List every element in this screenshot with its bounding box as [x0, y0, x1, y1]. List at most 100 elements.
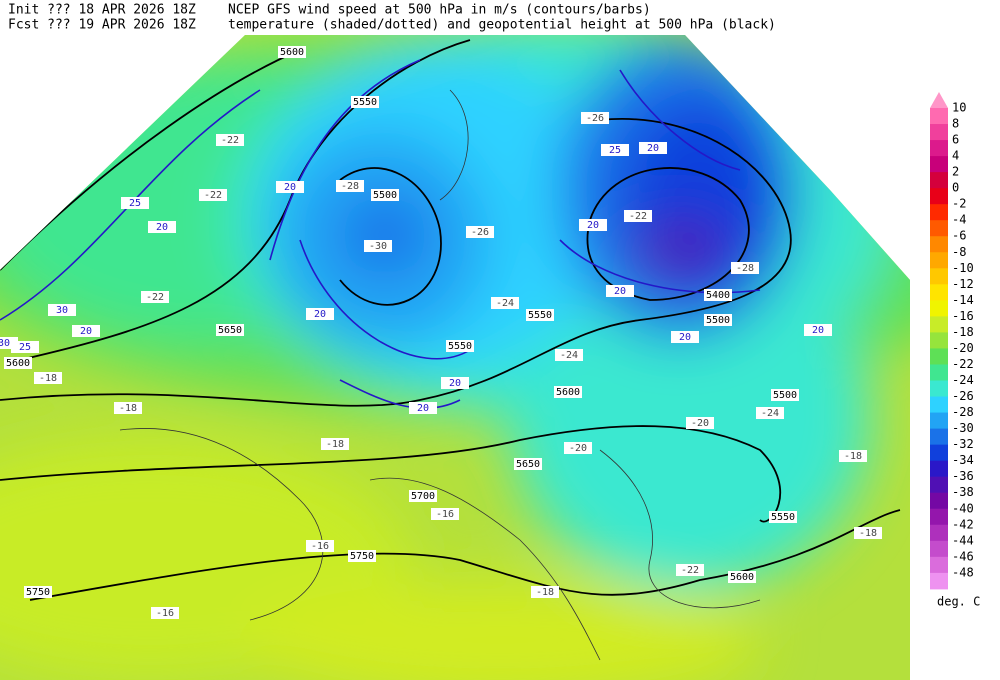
label-box	[555, 349, 583, 361]
label-box	[769, 511, 797, 523]
colorbar-unit: deg. C	[937, 595, 980, 609]
wind-label: 25	[609, 145, 621, 156]
label-box	[671, 331, 699, 343]
colorbar-box	[930, 364, 948, 382]
label-box	[771, 389, 799, 401]
label-box	[531, 586, 559, 598]
label-box	[601, 144, 629, 156]
height-label: 5600	[280, 47, 304, 58]
temperature-label: -22	[629, 211, 647, 222]
colorbar-box	[930, 508, 948, 526]
label-box	[731, 262, 759, 274]
temperature-label: -16	[156, 608, 174, 619]
temperature-label: -18	[536, 587, 554, 598]
height-label: 5650	[516, 459, 540, 470]
label-box	[4, 357, 32, 369]
height-label: 5550	[528, 310, 552, 321]
label-box	[409, 402, 437, 414]
colorbar-label: -10	[952, 261, 974, 275]
colorbar-label: -16	[952, 309, 974, 323]
fcst-line: Fcst ??? 19 APR 2026 18Z	[8, 18, 196, 33]
label-box	[114, 402, 142, 414]
colorbar-box	[930, 428, 948, 446]
label-box	[141, 291, 169, 303]
init-line: Init ??? 18 APR 2026 18Z	[8, 3, 196, 18]
label-box	[276, 181, 304, 193]
label-box	[804, 324, 832, 336]
temperature-label: -22	[681, 565, 699, 576]
label-box	[491, 297, 519, 309]
colorbar-box	[930, 316, 948, 333]
label-box	[48, 304, 76, 316]
colorbar-label: 8	[952, 117, 959, 131]
temperature-label: -28	[341, 181, 359, 192]
wind-label: 30	[0, 338, 10, 349]
colorbar-box	[930, 284, 948, 301]
temperature-label: -20	[569, 443, 587, 454]
label-box	[676, 564, 704, 576]
colorbar-box	[930, 380, 948, 398]
colorbar-label: -26	[952, 389, 974, 403]
colorbar-label: -32	[952, 437, 974, 451]
height-label: 5500	[773, 390, 797, 401]
wind-label: 20	[679, 332, 691, 343]
wind-label: 25	[19, 342, 31, 353]
label-box	[431, 508, 459, 520]
temperature-label: -16	[311, 541, 329, 552]
colorbar-box	[930, 252, 948, 269]
temperature-label: -16	[436, 509, 454, 520]
title-line: temperature (shaded/dotted) and geopoten…	[228, 18, 776, 33]
label-box	[514, 458, 542, 470]
temperature-label: -20	[691, 418, 709, 429]
label-box	[24, 586, 52, 598]
wind-label: 20	[587, 220, 599, 231]
colorbar-label: -6	[952, 229, 966, 243]
colorbar-box	[930, 476, 948, 494]
label-box	[624, 210, 652, 222]
colorbar-label: -36	[952, 469, 974, 483]
height-label: 5700	[411, 491, 435, 502]
colorbar-box	[930, 444, 948, 462]
height-label: 5650	[218, 325, 242, 336]
label-box	[72, 325, 100, 337]
colorbar-box	[930, 412, 948, 430]
colorbar-label: -24	[952, 373, 974, 387]
temperature-label: -26	[471, 227, 489, 238]
wind-label: 20	[449, 378, 461, 389]
label-box	[854, 527, 882, 539]
wind-label: 30	[56, 305, 68, 316]
colorbar-label: -30	[952, 421, 974, 435]
wind-label: 20	[314, 309, 326, 320]
colorbar-label: -38	[952, 485, 974, 499]
colorbar-label: 4	[952, 149, 959, 163]
label-box	[216, 134, 244, 146]
colorbar-label: -44	[952, 533, 974, 547]
temperature-label: -28	[736, 263, 754, 274]
colorbar-label: -28	[952, 405, 974, 419]
label-box	[409, 490, 437, 502]
wind-label: 25	[129, 198, 141, 209]
colorbar-box	[930, 172, 948, 189]
colorbar-box	[930, 268, 948, 285]
wind-label: 20	[647, 143, 659, 154]
colorbar-label: -20	[952, 341, 974, 355]
height-label: 5400	[706, 290, 730, 301]
colorbar-label: -22	[952, 357, 974, 371]
label-box	[151, 607, 179, 619]
label-box	[606, 285, 634, 297]
label-box	[554, 386, 582, 398]
label-box	[34, 372, 62, 384]
label-box	[348, 550, 376, 562]
label-box	[704, 289, 732, 301]
wind-label: 20	[80, 326, 92, 337]
label-box	[581, 112, 609, 124]
colorbar: 10 8 6 4 2 0 -2 -4 -6 -8 -10 -12 -14 -16 -18 -20 -22 -24 -…	[930, 92, 974, 590]
temperature-label: -22	[204, 190, 222, 201]
colorbar-box	[930, 124, 948, 141]
height-label: 5600	[6, 358, 30, 369]
colorbar-box	[930, 204, 948, 221]
height-label: 5750	[26, 587, 50, 598]
colorbar-label: -14	[952, 293, 974, 307]
